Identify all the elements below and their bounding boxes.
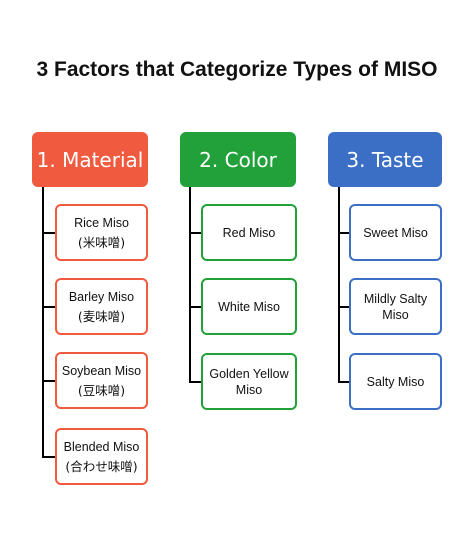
box-sublabel: (合わせ味噌) — [65, 458, 138, 474]
diagram-title: 3 Factors that Categorize Types of MISO — [36, 58, 438, 81]
box-label: Rice Miso — [74, 215, 129, 230]
box-label: Soybean Miso — [61, 363, 142, 378]
connector-taste-branch — [338, 306, 349, 308]
box-label: Salty Miso — [366, 374, 425, 389]
connector-taste-trunk — [338, 187, 340, 383]
connector-material-branch — [42, 306, 55, 308]
box-label: Barley Miso — [68, 289, 135, 304]
box-sublabel: (麦味噌) — [77, 308, 126, 324]
box-barley-miso: Barley Miso (麦味噌) — [55, 278, 148, 335]
box-label: White Miso — [218, 299, 280, 314]
box-blended-miso: Blended Miso (合わせ味噌) — [55, 428, 148, 485]
connector-material-branch — [42, 232, 55, 234]
box-salty-miso: Salty Miso — [349, 353, 442, 410]
connector-color-branch — [189, 381, 201, 383]
box-label: Sweet Miso — [363, 225, 428, 240]
box-rice-miso: Rice Miso (米味噌) — [55, 204, 148, 261]
box-sublabel: (米味噌) — [77, 234, 126, 250]
box-mildly-salty-miso: Mildly Salty Miso — [349, 278, 442, 335]
connector-color-trunk — [189, 187, 191, 383]
box-white-miso: White Miso — [201, 278, 297, 335]
box-label: Blended Miso — [63, 439, 140, 454]
box-soybean-miso: Soybean Miso (豆味噌) — [55, 352, 148, 409]
box-sweet-miso: Sweet Miso — [349, 204, 442, 261]
box-label: Golden Yellow Miso — [209, 366, 289, 397]
box-label: Red Miso — [222, 225, 276, 240]
header-color: 2. Color — [180, 132, 296, 187]
connector-material-trunk — [42, 187, 44, 458]
box-red-miso: Red Miso — [201, 204, 297, 261]
connector-color-branch — [189, 306, 201, 308]
connector-material-branch — [42, 380, 55, 382]
header-taste: 3. Taste — [328, 132, 442, 187]
header-material: 1. Material — [32, 132, 148, 187]
connector-material-branch — [42, 456, 55, 458]
box-sublabel: (豆味噌) — [77, 382, 126, 398]
connector-color-branch — [189, 232, 201, 234]
connector-taste-branch — [338, 232, 349, 234]
box-label: Mildly Salty Miso — [363, 291, 428, 322]
box-golden-yellow-miso: Golden Yellow Miso — [201, 353, 297, 410]
connector-taste-branch — [338, 381, 349, 383]
